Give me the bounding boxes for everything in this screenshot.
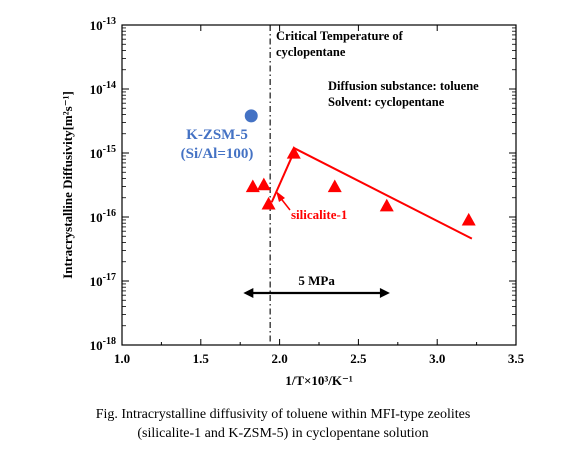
pressure-range-label: 5 MPa [298,273,335,288]
y-tick-label: 10-15 [90,144,116,161]
x-tick-label: 2.0 [271,351,287,366]
x-tick-label: 2.5 [350,351,367,366]
plot-frame [121,24,517,346]
critical-temperature-label-line-2: cyclopentane [276,45,346,59]
silicalite-fit-line [293,147,473,240]
y-tick-label: 10-16 [90,208,116,225]
y-tick-label: 10-13 [90,16,116,33]
x-tick-label: 3.5 [508,351,525,366]
silicalite-data-point [379,198,394,212]
silicalite-data-point [327,179,342,193]
conditions-label-line-1: Diffusion substance: toluene [328,79,479,93]
figure-caption-line-1: Fig. Intracrystalline diffusivity of tol… [95,407,471,422]
silicalite-pointer-head [276,191,285,202]
silicalite-data-point [461,212,476,226]
diffusivity-chart: 1.0 1.5 2.0 2.5 3.0 3.5 10-18 10-17 10-16 10-15 10… [60,16,525,388]
critical-temperature-label-line-1: Critical Temperature of [276,29,404,43]
x-tick-label: 1.0 [114,351,130,366]
tick-labels: 1.0 1.5 2.0 2.5 3.0 3.5 10-18 10-17 10-16 10-15 10… [60,16,525,388]
silicalite-data-point [256,177,271,191]
annotations: 5 MPa Critical Temperature of cyclopentane… [181,29,479,298]
pressure-arrow-head-right [379,287,390,298]
x-tick-label: 3.0 [429,351,445,366]
kzsm5-data-point [244,109,258,123]
silicalite-data-point [286,146,301,159]
kzsm5-label-line-1: K-ZSM-5 [186,127,248,143]
axes [121,24,517,346]
silicalite-connector-line [270,155,294,203]
pressure-arrow-head-left [243,287,254,298]
y-tick-label: 10-17 [90,272,116,289]
silicalite-label: silicalite-1 [291,207,347,222]
data-points [244,109,476,226]
silicalite-data-point [261,196,276,210]
x-tick-label: 1.5 [193,351,210,366]
y-tick-label: 10-14 [90,80,116,97]
conditions-label-line-2: Solvent: cyclopentane [328,95,445,109]
silicalite-data-point [245,179,260,193]
y-axis-label: Intracrystalline Diffusivity[m²s⁻¹] [60,91,75,279]
y-tick-label: 10-18 [90,336,116,353]
kzsm5-label-line-2: (Si/Al=100) [181,146,254,162]
figure-caption-line-2: (silicalite-1 and K-ZSM-5) in cyclopenta… [137,426,429,441]
series-lines [269,25,473,345]
x-axis-label: 1/T×10³/K⁻¹ [285,373,353,388]
